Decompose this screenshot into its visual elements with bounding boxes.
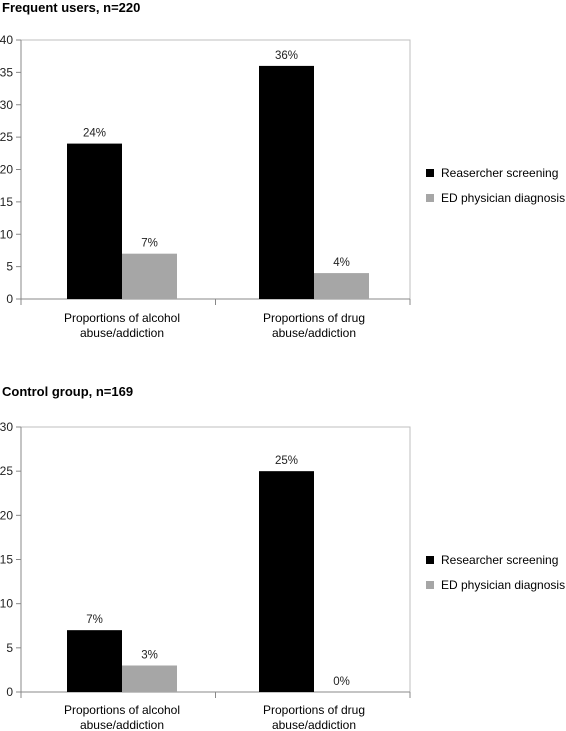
chart-title-control-group: Control group, n=169 [2, 384, 134, 399]
data-label: 0% [333, 676, 350, 688]
y-tick-label: 25 [0, 130, 13, 144]
bar-physician [122, 665, 177, 692]
data-label: 25% [275, 455, 298, 467]
y-tick-label: 20 [0, 163, 13, 177]
category-label: abuse/addiction [272, 326, 356, 340]
legend-label: Researcher screening [441, 553, 558, 567]
y-tick-label: 10 [0, 227, 13, 241]
legend-label: ED physician diagnosis [441, 191, 565, 205]
category-label: Proportions of alcohol [64, 311, 180, 325]
y-tick-label: 35 [0, 65, 13, 79]
y-tick-label: 5 [6, 260, 13, 274]
y-tick-label: 0 [6, 292, 13, 306]
legend-swatch [426, 194, 434, 202]
bar-researcher [67, 143, 122, 299]
legend-swatch [426, 581, 434, 589]
y-tick-label: 25 [0, 464, 13, 478]
category-label: abuse/addiction [80, 718, 164, 731]
y-tick-label: 40 [0, 33, 13, 47]
category-label: abuse/addiction [80, 326, 164, 340]
bar-researcher [259, 65, 314, 300]
bar-chart-control-group: 0 5 10 15 20 25 30 7% 25% 3% 0% Proportions of alco… [0, 420, 565, 731]
y-tick-label: 15 [0, 553, 13, 567]
data-label: 36% [275, 50, 298, 62]
y-tick-label: 0 [6, 685, 13, 699]
category-label: Proportions of drug [263, 311, 365, 325]
y-tick-label: 10 [0, 597, 13, 611]
bar-physician [314, 273, 369, 299]
data-label: 7% [141, 238, 158, 250]
category-label: Proportions of drug [263, 703, 365, 717]
bar-chart-frequent-users: 0 5 10 15 20 25 30 35 40 24% 36% 7% 4% Proportions of… [0, 33, 565, 340]
data-label: 3% [141, 650, 158, 662]
legend-swatch [426, 169, 434, 177]
data-label: 24% [83, 128, 106, 140]
data-label: 4% [333, 257, 350, 269]
bar-physician [122, 253, 177, 299]
category-label: Proportions of alcohol [64, 703, 180, 717]
data-label: 7% [86, 614, 103, 626]
y-tick-label: 5 [6, 641, 13, 655]
bar-researcher [259, 471, 314, 692]
category-label: abuse/addiction [272, 718, 356, 731]
chart-title-frequent-users: Frequent users, n=220 [2, 0, 141, 15]
legend-label: Reasercher screening [441, 166, 558, 180]
y-tick-label: 20 [0, 508, 13, 522]
y-tick-label: 15 [0, 195, 13, 209]
legend-label: ED physician diagnosis [441, 578, 565, 592]
legend-swatch [426, 556, 434, 564]
y-tick-label: 30 [0, 98, 13, 112]
y-tick-label: 30 [0, 420, 13, 434]
bar-researcher [67, 630, 122, 692]
